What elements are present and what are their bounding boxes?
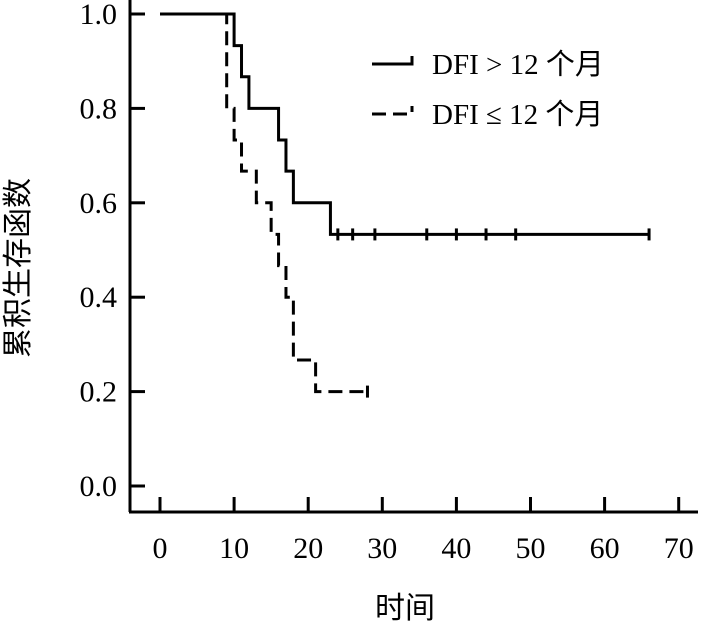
x-tick-label: 10 [219, 532, 249, 565]
legend-swatch-2 [372, 106, 414, 116]
y-tick-label: 0.2 [80, 376, 118, 409]
legend: DFI > 12 个月 DFI ≤ 12 个月 [372, 49, 604, 131]
legend-swatch-1 [372, 56, 414, 66]
axis-ticks: 0.0 0.2 0.4 0.6 0.8 1.0 0 10 20 30 40 50 60 70 [80, 0, 694, 565]
legend-label-1: DFI > 12 个月 [432, 49, 604, 81]
x-axis-title: 时间 [375, 591, 435, 626]
series-line-2 [160, 12, 368, 394]
y-tick-label: 0.6 [80, 187, 118, 220]
y-axis-title: 累积生存函数 [1, 178, 36, 358]
legend-label-2: DFI ≤ 12 个月 [432, 99, 603, 131]
axes [128, 0, 698, 514]
x-tick-label: 20 [293, 532, 323, 565]
x-tick-label: 40 [441, 532, 471, 565]
y-tick-label: 0.8 [80, 92, 118, 125]
x-tick-label: 0 [153, 532, 168, 565]
survival-curves [160, 12, 651, 398]
x-tick-label: 70 [664, 532, 694, 565]
y-tick-label: 1.0 [80, 0, 118, 31]
series-line-1 [160, 12, 650, 236]
x-tick-label: 60 [590, 532, 620, 565]
y-tick-label: 0.4 [80, 281, 118, 314]
x-tick-label: 30 [367, 532, 397, 565]
x-tick-label: 50 [516, 532, 546, 565]
y-tick-label: 0.0 [80, 470, 118, 503]
